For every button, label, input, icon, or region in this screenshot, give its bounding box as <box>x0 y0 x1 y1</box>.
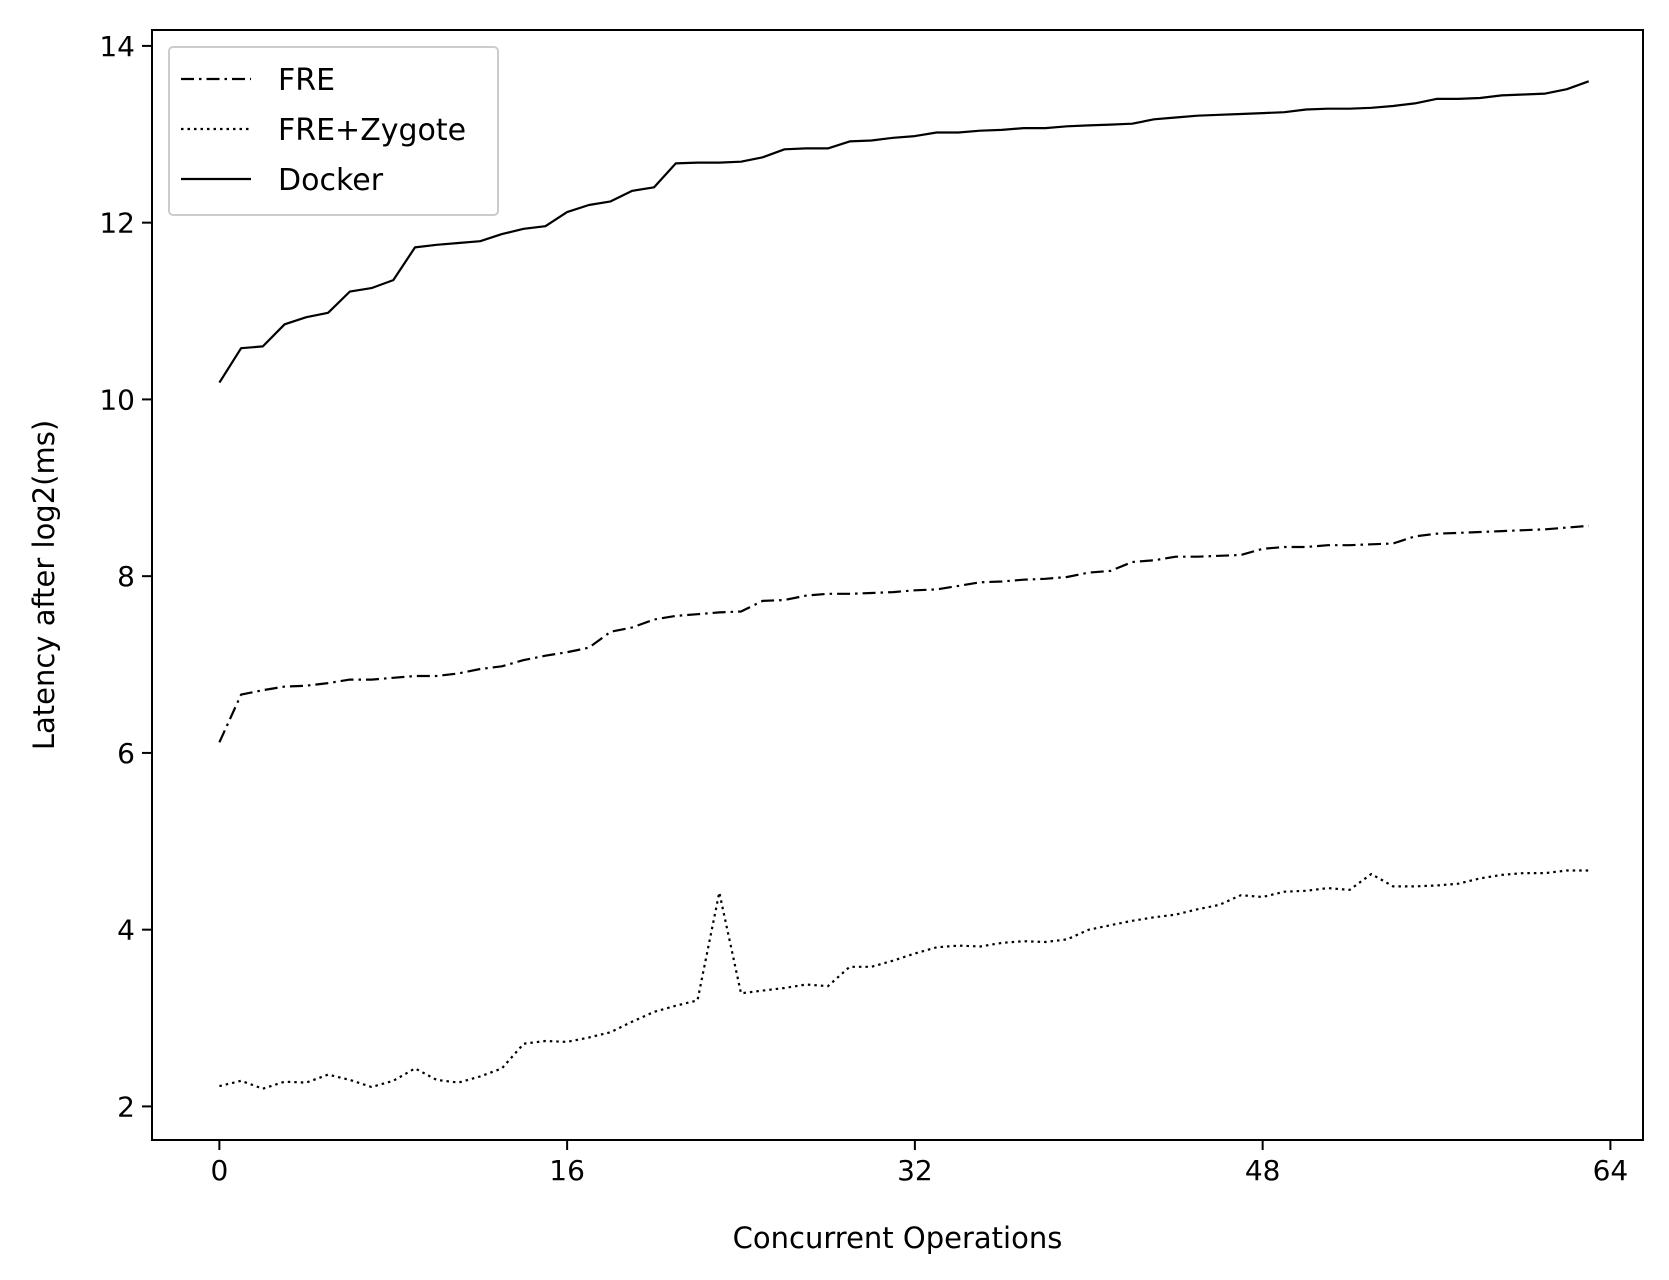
legend-label: Docker <box>278 163 384 198</box>
y-axis-label: Latency after log2(ms) <box>27 420 61 750</box>
y-tick-label: 6 <box>117 737 135 770</box>
x-tick-label: 16 <box>549 1154 585 1187</box>
y-tick-label: 10 <box>99 383 135 416</box>
x-axis-label: Concurrent Operations <box>733 1221 1063 1255</box>
x-tick-label: 0 <box>210 1154 228 1187</box>
y-tick-label: 12 <box>99 207 135 240</box>
x-tick-label: 32 <box>897 1154 933 1187</box>
y-tick-label: 4 <box>117 914 135 947</box>
x-tick-label: 64 <box>1593 1154 1629 1187</box>
y-axis: 2 4 6 8 10 12 14 <box>99 30 152 1123</box>
y-tick-label: 8 <box>117 560 135 593</box>
legend: FRE FRE+Zygote Docker <box>168 46 499 216</box>
y-tick-label: 2 <box>117 1090 135 1123</box>
legend-label: FRE+Zygote <box>278 113 466 148</box>
legend-label: FRE <box>278 63 335 98</box>
series-line-fre <box>218 524 1589 743</box>
series-line-docker <box>218 80 1590 384</box>
x-axis: 0 16 32 48 64 <box>210 1140 1628 1187</box>
series-line-fre-zygote <box>219 869 1589 1090</box>
plot-frame <box>151 29 1644 1141</box>
x-tick-label: 48 <box>1245 1154 1281 1187</box>
legend-box <box>168 46 499 216</box>
y-tick-label: 14 <box>99 30 135 63</box>
plot-lines <box>218 80 1590 1090</box>
